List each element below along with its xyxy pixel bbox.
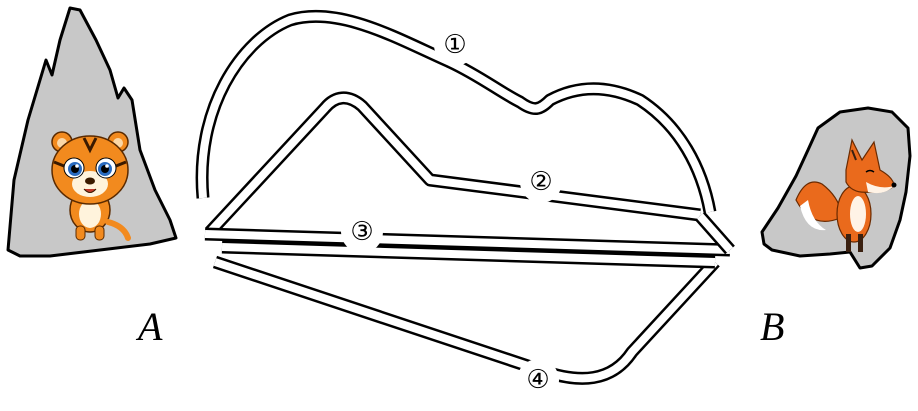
point-b-label: B [760,304,784,349]
fox-icon [795,138,897,252]
point-a-label: A [135,304,163,349]
route-4-number: ④ [526,365,549,395]
route-4-road [212,240,720,385]
route-2-label: ② [520,161,562,203]
route-3-road [204,211,735,257]
left-mountain [6,6,178,258]
route-3-number: ③ [350,217,373,247]
route-2-number: ② [529,167,552,197]
route-1-number: ① [443,30,466,60]
route-3-label: ③ [341,211,383,253]
route-labels: ① ② ③ ④ [341,24,562,401]
route-2-road [205,91,701,237]
tiger-icon [51,131,131,241]
route-1-road [195,9,717,214]
route-4-label: ④ [517,359,559,401]
route-1-label: ① [434,24,476,66]
roads [195,9,735,385]
